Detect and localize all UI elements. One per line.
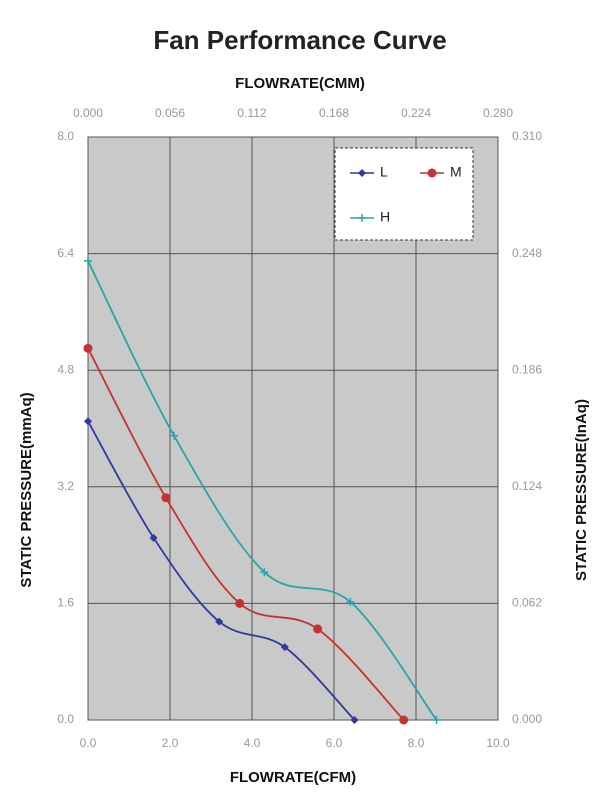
legend-box (334, 147, 474, 241)
y2-tick-label: 0.248 (512, 246, 542, 260)
legend-label: H (380, 209, 390, 225)
y-tick-label: 0.0 (57, 712, 74, 726)
y-tick-label: 6.4 (57, 246, 74, 260)
marker (350, 716, 359, 724)
y-tick-label: 1.6 (57, 596, 74, 610)
x-tick-label: 8.0 (408, 736, 425, 750)
marker (346, 597, 355, 606)
marker (84, 256, 92, 265)
marker (399, 715, 409, 725)
y-tick-label: 3.2 (57, 479, 74, 493)
marker (432, 716, 441, 724)
series-line (87, 420, 356, 721)
x2-tick-label: 0.224 (401, 106, 431, 120)
marker (215, 617, 224, 626)
legend-label: M (450, 164, 462, 180)
marker (260, 568, 269, 577)
marker (280, 643, 289, 652)
x-tick-label: 0.0 (80, 736, 97, 750)
y-axis-label: STATIC PRESSURE(mmAq) (18, 392, 35, 587)
marker (358, 169, 366, 177)
x2-tick-label: 0.168 (319, 106, 349, 120)
marker (83, 343, 93, 353)
y2-tick-label: 0.124 (512, 479, 542, 493)
marker (313, 624, 323, 634)
x-axis-label: FLOWRATE(CFM) (230, 769, 356, 786)
legend-label: L (380, 164, 388, 180)
y-tick-label: 4.8 (57, 362, 74, 376)
y2-axis-label: STATIC PRESSURE(InAq) (573, 399, 590, 581)
x2-axis-label: FLOWRATE(CMM) (235, 75, 365, 92)
chart-title: Fan Performance Curve (153, 25, 446, 55)
x2-tick-label: 0.280 (483, 106, 513, 120)
x2-tick-label: 0.056 (155, 106, 185, 120)
y2-tick-label: 0.000 (512, 712, 542, 726)
x2-tick-label: 0.112 (237, 106, 266, 120)
marker (161, 493, 171, 503)
marker (149, 533, 158, 542)
marker (358, 214, 366, 222)
marker (84, 417, 92, 426)
x-tick-label: 6.0 (326, 736, 343, 750)
marker (427, 168, 437, 178)
x-tick-label: 10.0 (486, 736, 510, 750)
x-tick-label: 4.0 (244, 736, 261, 750)
x-tick-label: 2.0 (162, 736, 179, 750)
y2-tick-label: 0.062 (512, 596, 542, 610)
y-tick-label: 8.0 (57, 129, 74, 143)
x2-tick-label: 0.000 (73, 106, 103, 120)
marker (235, 598, 245, 608)
series-line (87, 260, 438, 721)
y2-tick-label: 0.310 (512, 129, 542, 143)
y2-tick-label: 0.186 (512, 362, 542, 376)
marker (170, 431, 179, 440)
